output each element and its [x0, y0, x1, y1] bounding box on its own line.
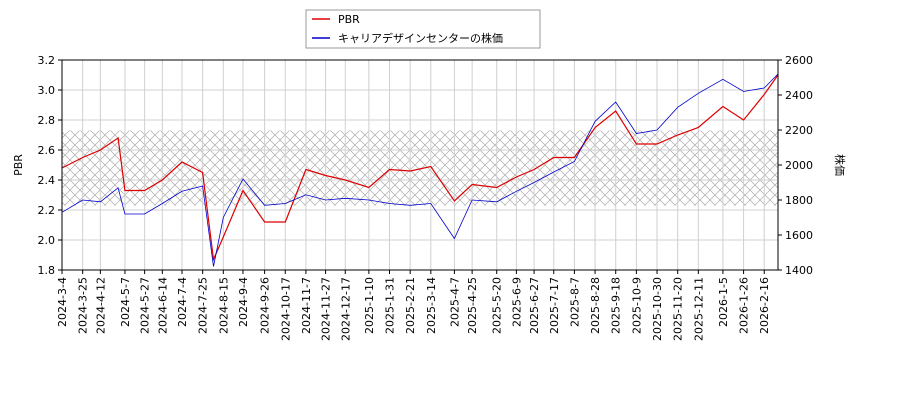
y-tick-label: 2.0 — [38, 234, 56, 247]
x-tick-label: 2025-7-17 — [548, 277, 561, 334]
x-tick-label: 2025-10-30 — [651, 277, 664, 341]
x-tick-label: 2025-1-10 — [363, 277, 376, 334]
x-tick-label: 2024-8-15 — [217, 277, 230, 334]
y2-tick-label: 1400 — [785, 264, 813, 277]
x-tick-label: 2025-12-11 — [692, 277, 705, 341]
x-tick-label: 2025-6-27 — [528, 277, 541, 334]
series-line — [61, 73, 779, 267]
x-tick-label: 2025-8-28 — [589, 277, 602, 334]
x-tick-label: 2025-11-20 — [672, 277, 685, 341]
x-tick-label: 2024-4-12 — [94, 277, 107, 334]
y-tick-label: 2.4 — [38, 174, 56, 187]
x-tick-label: 2025-3-14 — [425, 277, 438, 334]
x-tick-label: 2024-10-17 — [279, 277, 292, 341]
x-tick-label: 2025-2-21 — [404, 277, 417, 334]
x-tick-label: 2026-1-5 — [717, 277, 730, 327]
x-tick-label: 2025-4-25 — [466, 277, 479, 334]
y-tick-label: 3.2 — [38, 54, 56, 67]
y2-tick-label: 2200 — [785, 124, 813, 137]
y2-tick-label: 2400 — [785, 89, 813, 102]
y-tick-label: 2.2 — [38, 204, 56, 217]
y-tick-label: 2.6 — [38, 144, 56, 157]
y-tick-label: 1.8 — [38, 264, 56, 277]
shaded-band — [62, 130, 778, 206]
x-tick-label: 2024-7-4 — [176, 277, 189, 327]
y-axis-label: PBR — [12, 154, 25, 176]
x-tick-label: 2024-11-7 — [300, 277, 313, 334]
y-tick-label: 3.0 — [38, 84, 56, 97]
x-tick-label: 2024-11-27 — [320, 277, 333, 341]
x-tick-label: 2024-6-14 — [156, 277, 169, 334]
y2-axis-label: 株価 — [833, 154, 847, 176]
series-line — [61, 74, 779, 262]
y2-tick-label: 2600 — [785, 54, 813, 67]
x-tick-label: 2025-8-7 — [568, 277, 581, 327]
y2-tick-label: 1600 — [785, 229, 813, 242]
legend-label: キャリアデザインセンターの株価 — [338, 31, 503, 45]
x-tick-label: 2024-3-25 — [77, 277, 90, 334]
x-tick-label: 2025-10-9 — [630, 277, 643, 334]
x-tick-label: 2024-7-25 — [197, 277, 210, 334]
x-tick-label: 2024-5-27 — [139, 277, 152, 334]
legend-label: PBR — [338, 13, 360, 26]
x-tick-label: 2025-9-18 — [610, 277, 623, 334]
x-tick-label: 2026-1-26 — [738, 277, 751, 334]
x-tick-label: 2024-3-4 — [56, 277, 69, 327]
y2-tick-label: 1800 — [785, 194, 813, 207]
y2-tick-label: 2000 — [785, 159, 813, 172]
x-tick-label: 2024-5-7 — [119, 277, 132, 327]
x-tick-label: 2025-1-31 — [384, 277, 397, 334]
x-tick-label: 2024-12-17 — [339, 277, 352, 341]
x-tick-label: 2025-5-20 — [491, 277, 504, 334]
x-tick-label: 2024-9-26 — [259, 277, 272, 334]
x-tick-label: 2025-6-9 — [510, 277, 523, 327]
x-tick-label: 2025-4-7 — [448, 277, 461, 327]
x-tick-label: 2026-2-16 — [758, 277, 771, 334]
y-tick-label: 2.8 — [38, 114, 56, 127]
x-tick-label: 2024-9-4 — [237, 277, 250, 327]
legend — [305, 9, 541, 49]
